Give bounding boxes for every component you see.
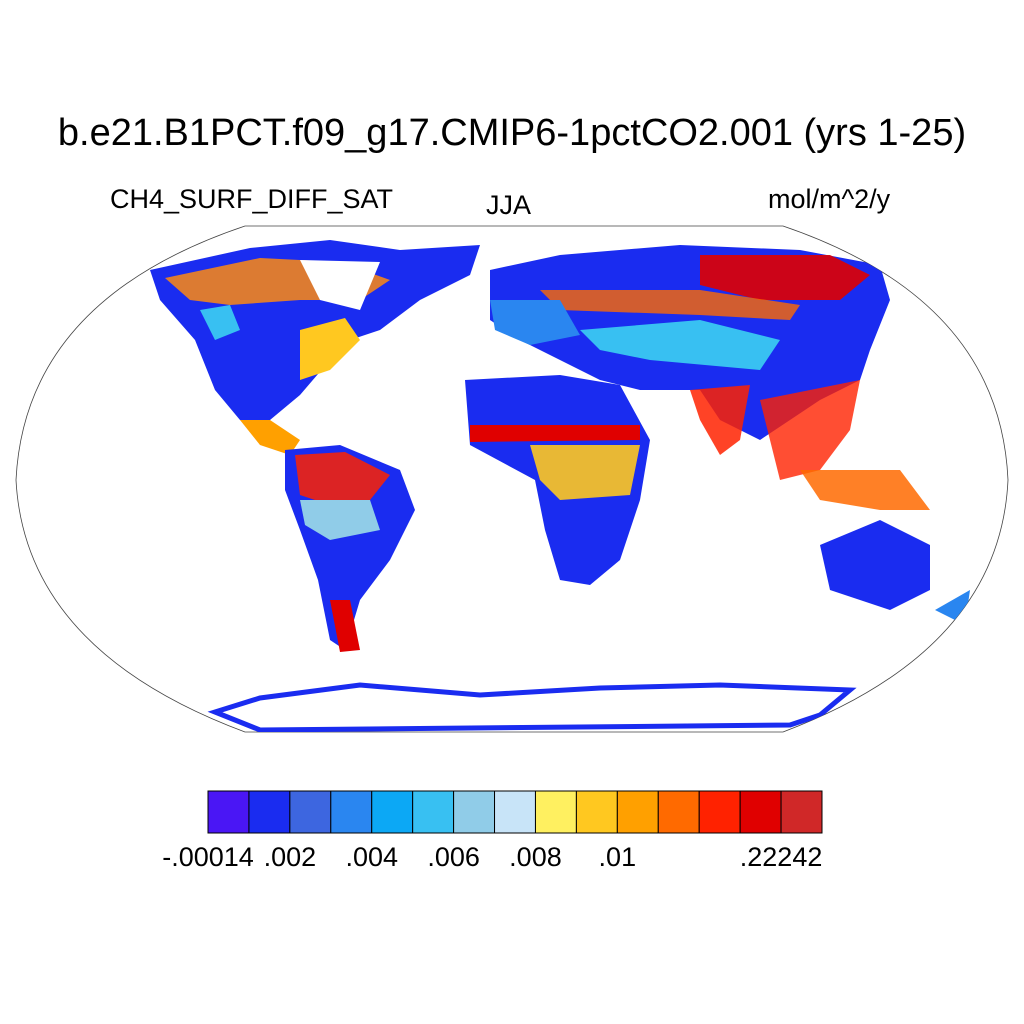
- colorbar-tick-label: .22242: [739, 842, 823, 872]
- colorbar-tick-label: .01: [598, 842, 637, 872]
- colorbar-tick-label: .006: [427, 842, 480, 872]
- colorbar-swatch: [494, 790, 536, 834]
- amazon: [295, 452, 390, 505]
- colorbar-tick-label: .004: [345, 842, 398, 872]
- antarctica: [207, 682, 857, 732]
- central-asia: [580, 320, 780, 370]
- central-america: [240, 420, 300, 455]
- indonesia: [800, 470, 930, 510]
- colorbar-tick-label: .008: [509, 842, 562, 872]
- variable-label: CH4_SURF_DIFF_SAT: [110, 184, 394, 214]
- colorbar-swatch: [248, 790, 291, 834]
- na-east: [300, 318, 360, 380]
- colorbar-swatch: [371, 790, 414, 834]
- colorbar-swatch: [739, 790, 782, 834]
- sa-mid: [300, 500, 380, 540]
- greenland: [300, 260, 380, 310]
- colorbar-swatch: [330, 790, 373, 834]
- europe: [490, 300, 580, 345]
- colorbar-swatch: [575, 790, 618, 834]
- eurasia-band: [540, 290, 800, 320]
- plot-title: b.e21.B1PCT.f09_g17.CMIP6-1pctCO2.001 (y…: [57, 112, 967, 154]
- india: [690, 385, 750, 455]
- se-asia: [760, 380, 860, 480]
- colorbar-tick-label: .002: [263, 842, 317, 872]
- colorbar-swatch: [780, 790, 823, 834]
- units-label: mol/m^2/y: [768, 184, 891, 214]
- na-west: [200, 305, 240, 340]
- colorbar-swatch: [698, 790, 741, 834]
- colorbar-swatch: [412, 790, 455, 834]
- colorbar-swatch: [289, 790, 332, 834]
- tropical-africa: [530, 445, 640, 500]
- siberia: [700, 255, 870, 300]
- colorbar-swatch: [207, 790, 250, 834]
- sahel: [470, 425, 640, 442]
- patagonia: [330, 600, 360, 652]
- australia: [820, 520, 930, 610]
- colorbar-swatch: [534, 790, 577, 834]
- season-label: JJA: [486, 190, 532, 220]
- colorbar-swatch: [453, 790, 496, 834]
- colorbar-swatch: [616, 790, 659, 834]
- colorbar-tick-label: -.00014: [162, 842, 254, 872]
- colorbar-swatch: [657, 790, 700, 834]
